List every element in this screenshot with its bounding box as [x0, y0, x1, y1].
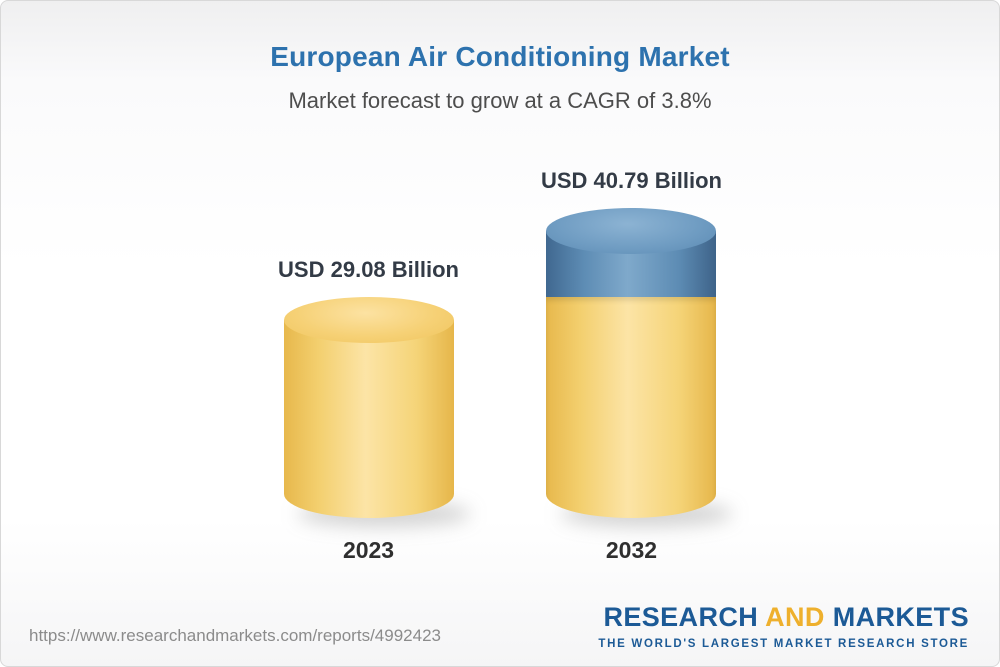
logo-wordmark: RESEARCH AND MARKETS	[598, 602, 969, 633]
cylinder-base-segment-2032	[546, 297, 717, 518]
cylinder-top-2023	[283, 297, 454, 343]
logo-tagline: THE WORLD'S LARGEST MARKET RESEARCH STOR…	[598, 638, 969, 650]
report-url-link[interactable]: https://www.researchandmarkets.com/repor…	[29, 626, 441, 645]
logo-word-research: RESEARCH	[603, 602, 759, 632]
cylinder-top-2032	[546, 208, 717, 254]
plot-area: USD 29.08 Billion 2023 USD 40.79 Billion…	[1, 168, 999, 564]
research-and-markets-logo: RESEARCH AND MARKETS THE WORLD'S LARGEST…	[598, 602, 969, 650]
bar-2023: USD 29.08 Billion 2023	[278, 257, 471, 564]
value-label-2023: USD 29.08 Billion	[278, 257, 459, 282]
year-label-2032: 2032	[605, 537, 658, 563]
cylinder-2032	[546, 208, 734, 527]
cylinder-body-2023	[283, 320, 454, 518]
logo-word-and: AND	[765, 602, 825, 632]
chart-subtitle: Market forecast to grow at a CAGR of 3.8…	[288, 88, 712, 113]
year-label-2023: 2023	[342, 537, 395, 563]
chart-title: European Air Conditioning Market	[270, 41, 730, 72]
value-label-2032: USD 40.79 Billion	[541, 168, 722, 193]
cylinder-2023	[283, 297, 471, 527]
bar-2032: USD 40.79 Billion 2032	[541, 168, 734, 564]
logo-word-markets: MARKETS	[832, 602, 969, 632]
